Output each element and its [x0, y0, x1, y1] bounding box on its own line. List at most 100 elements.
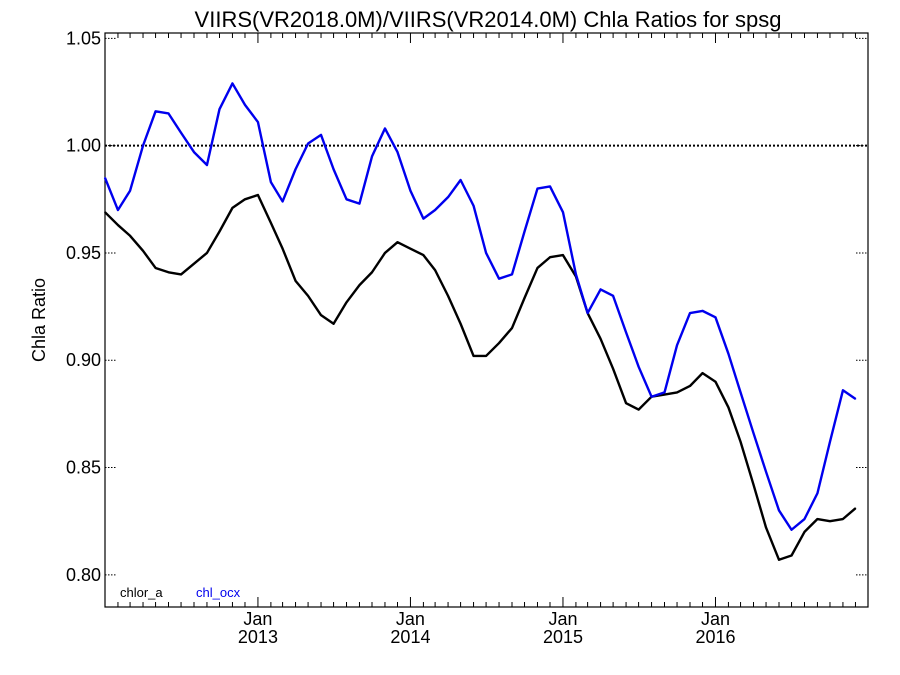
data-point-chlor-a — [422, 254, 425, 256]
data-point-chl-ocx — [167, 112, 170, 115]
data-point-chlor-a — [854, 507, 857, 510]
x-tick-label-month: Jan — [396, 609, 425, 629]
x-tick-label-month: Jan — [243, 609, 272, 629]
data-point-chlor-a — [320, 314, 322, 316]
data-point-chl-ocx — [345, 198, 348, 201]
data-point-chlor-a — [244, 198, 246, 201]
data-point-chl-ocx — [803, 518, 806, 520]
data-point-chlor-a — [384, 252, 386, 254]
data-point-chlor-a — [498, 342, 500, 344]
data-point-chlor-a — [358, 284, 361, 286]
data-point-chl-ocx — [612, 295, 614, 297]
y-axis-label: Chla Ratio — [29, 278, 49, 362]
data-point-chlor-a — [447, 295, 449, 297]
data-point-chl-ocx — [154, 110, 157, 113]
data-point-chl-ocx — [842, 389, 844, 392]
data-point-chl-ocx — [727, 352, 730, 355]
y-tick-label: 0.80 — [66, 565, 101, 585]
data-point-chlor-a — [180, 273, 182, 276]
data-point-chl-ocx — [396, 151, 399, 153]
data-point-chlor-a — [294, 280, 297, 282]
data-point-chl-ocx — [459, 179, 462, 181]
data-point-chlor-a — [549, 256, 551, 259]
data-point-chlor-a — [816, 518, 819, 520]
chart-title: VIIRS(VR2018.0M)/VIIRS(VR2014.0M) Chla R… — [195, 7, 782, 32]
data-point-chlor-a — [803, 531, 806, 533]
data-point-chl-ocx — [575, 273, 577, 276]
data-point-chlor-a — [332, 322, 335, 325]
data-point-chl-ocx — [778, 509, 780, 512]
data-point-chl-ocx — [384, 127, 386, 130]
y-tick-label: 1.00 — [66, 136, 101, 156]
data-point-chl-ocx — [739, 391, 742, 394]
data-point-chl-ocx — [294, 168, 297, 171]
plot-frame — [104, 32, 869, 608]
data-point-chl-ocx — [257, 121, 259, 123]
data-point-chlor-a — [676, 391, 678, 394]
series-line-chl-ocx — [103, 82, 857, 531]
data-point-chlor-a — [790, 554, 793, 557]
data-point-chlor-a — [167, 271, 170, 274]
data-point-chl-ocx — [676, 344, 678, 347]
x-tick-label-year: 2013 — [238, 627, 278, 647]
data-point-chlor-a — [689, 385, 691, 387]
data-point-chlor-a — [206, 252, 208, 254]
data-point-chl-ocx — [472, 204, 475, 207]
data-point-chlor-a — [523, 297, 526, 299]
data-point-chl-ocx — [599, 288, 602, 291]
data-point-chlor-a — [765, 526, 767, 529]
data-point-chl-ocx — [498, 277, 500, 280]
data-point-chl-ocx — [701, 310, 704, 312]
data-point-chlor-a — [472, 355, 475, 357]
data-point-chl-ocx — [765, 471, 767, 473]
data-point-chlor-a — [829, 520, 831, 522]
data-point-chl-ocx — [409, 189, 412, 192]
data-point-chlor-a — [281, 247, 284, 250]
data-point-chl-ocx — [193, 151, 195, 153]
x-tick-label-month: Jan — [701, 609, 730, 629]
series-line-chlor-a — [104, 193, 857, 561]
data-point-chlor-a — [739, 440, 742, 443]
data-point-chlor-a — [193, 262, 195, 265]
data-point-chlor-a — [104, 211, 106, 213]
data-point-chlor-a — [714, 380, 717, 383]
data-point-chl-ocx — [332, 168, 335, 171]
data-point-chlor-a — [270, 222, 272, 224]
data-point-chlor-a — [257, 194, 259, 196]
data-point-chl-ocx — [689, 312, 691, 314]
data-point-chl-ocx — [422, 217, 425, 220]
data-point-chlor-a — [612, 368, 614, 370]
data-point-chl-ocx — [650, 395, 653, 398]
data-point-chlor-a — [599, 337, 602, 340]
data-point-chlor-a — [842, 518, 844, 520]
data-point-chlor-a — [117, 224, 119, 226]
data-point-chl-ocx — [625, 331, 627, 334]
data-point-chlor-a — [154, 267, 157, 269]
y-tick-label: 1.05 — [66, 28, 101, 48]
data-point-chl-ocx — [244, 104, 246, 106]
y-tick-label: 0.95 — [66, 243, 101, 263]
legend-label-chlor-a: chlor_a — [120, 585, 163, 600]
data-point-chlor-a — [345, 301, 348, 304]
data-point-chlor-a — [727, 406, 730, 409]
data-point-chlor-a — [625, 402, 627, 404]
data-point-chlor-a — [752, 483, 755, 486]
data-point-chl-ocx — [218, 108, 221, 110]
data-point-chl-ocx — [663, 391, 666, 394]
x-tick-label-month: Jan — [548, 609, 577, 629]
data-point-chl-ocx — [549, 185, 551, 188]
data-point-chlor-a — [218, 230, 221, 233]
data-point-chl-ocx — [180, 131, 182, 134]
data-point-chl-ocx — [829, 440, 831, 443]
data-point-chlor-a — [459, 322, 462, 325]
data-point-chl-ocx — [371, 155, 373, 158]
data-point-chl-ocx — [714, 316, 717, 319]
data-point-chl-ocx — [511, 273, 513, 276]
data-point-chlor-a — [396, 241, 399, 244]
data-point-chl-ocx — [523, 230, 526, 233]
data-point-chl-ocx — [358, 202, 361, 205]
data-point-chl-ocx — [562, 211, 564, 213]
data-point-chl-ocx — [447, 196, 449, 198]
x-tick-label-year: 2014 — [390, 627, 430, 647]
